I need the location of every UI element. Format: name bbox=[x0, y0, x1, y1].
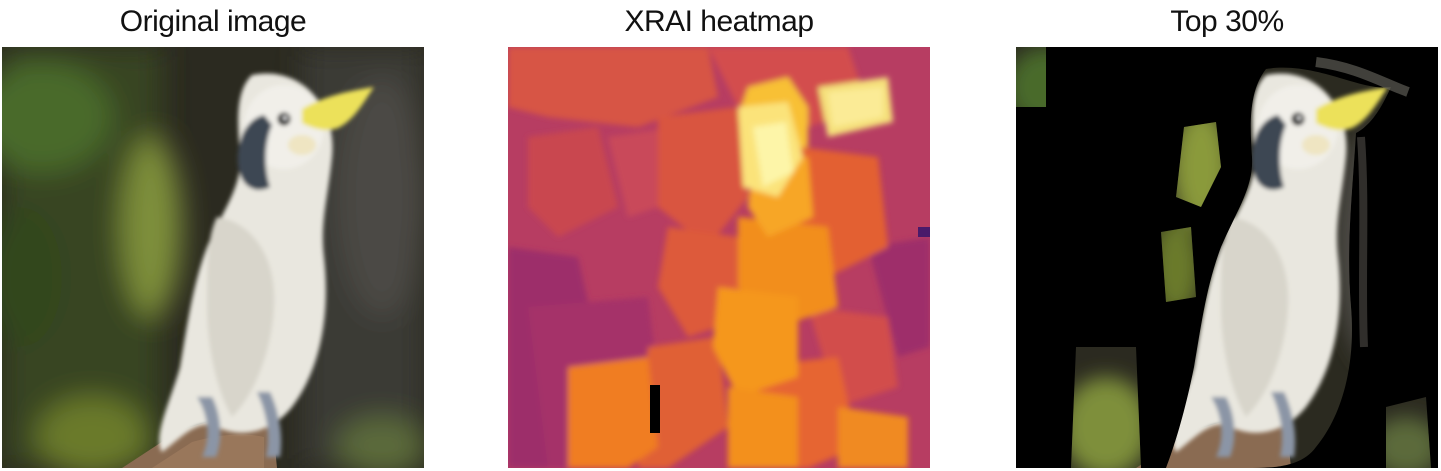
cockatoo-photo bbox=[2, 47, 424, 468]
original-image bbox=[2, 47, 424, 468]
panel-title-top30: Top 30% bbox=[1170, 5, 1284, 38]
xrai-heatmap bbox=[508, 47, 930, 468]
panel-title-heatmap: XRAI heatmap bbox=[624, 5, 814, 38]
panel-title-original: Original image bbox=[119, 5, 307, 38]
heatmap-graphic bbox=[508, 47, 930, 468]
masked-photo bbox=[1016, 47, 1438, 468]
top30-masked-image bbox=[1016, 47, 1438, 468]
